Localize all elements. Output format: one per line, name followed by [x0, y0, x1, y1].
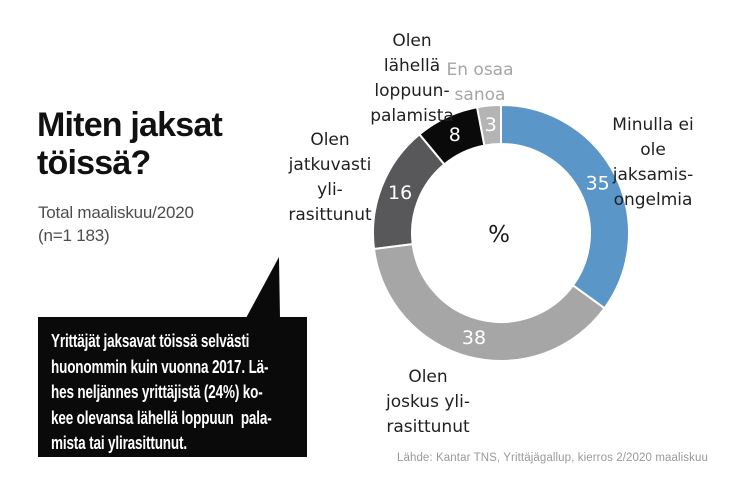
- page-title: Miten jaksat töissä?: [37, 106, 223, 182]
- donut-svg: % 35 38 16 8 3: [372, 103, 630, 362]
- donut-center-label: %: [488, 222, 510, 248]
- donut-segment-minulla-ei-ole-jaksamisongelmia: [500, 103, 630, 310]
- donut-segment-olen-jatkuvasti-ylirasittunut: [372, 132, 446, 251]
- callout-text: Yrittäjät jaksavat töissä selvästi huono…: [51, 331, 272, 453]
- donut-value-en-osaa-sanoa: 3: [485, 114, 497, 136]
- donut-value-olen-jatkuvasti-ylirasittunut: 16: [388, 182, 412, 204]
- segment-label-olen-joskus-ylirasittunut: Olen joskus yli- rasittunut: [386, 367, 470, 437]
- segment-label-olen-lahella-loppuunpalamista: Olen lähellä loppuun- palamista: [370, 31, 454, 126]
- page-subtitle: Total maaliskuu/2020 (n=1 183): [38, 203, 194, 245]
- donut-value-olen-joskus-ylirasittunut: 38: [462, 327, 486, 349]
- segment-label-en-osaa-sanoa: En osaa sanoa: [446, 60, 514, 105]
- donut-value-minulla-ei-ole-jaksamisongelmia: 35: [586, 173, 610, 195]
- donut-chart: % 35 38 16 8 3: [361, 93, 641, 373]
- donut-value-olen-lahella-loppuunpalamista: 8: [449, 124, 461, 146]
- segment-label-minulla-ei-ole-jaksamisongelmia: Minulla ei ole jaksamis- ongelmia: [612, 115, 694, 210]
- source-note: Lähde: Kantar TNS, Yrittäjägallup, kierr…: [396, 452, 708, 464]
- callout-bubble: Yrittäjät jaksavat töissä selvästi huono…: [38, 317, 307, 457]
- segment-label-olen-jatkuvasti-ylirasittunut: Olen jatkuvasti yli- rasittunut: [288, 130, 372, 225]
- donut-segment-olen-joskus-ylirasittunut: [372, 243, 606, 362]
- donut-segment-olen-lahella-loppuunpalamista: [418, 106, 486, 166]
- callout-tail: [246, 257, 280, 318]
